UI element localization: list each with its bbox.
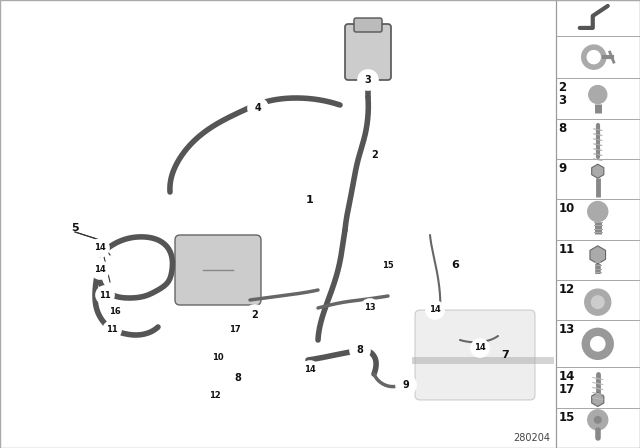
Circle shape bbox=[426, 301, 444, 319]
Text: 14: 14 bbox=[474, 344, 486, 353]
Text: 13: 13 bbox=[364, 303, 376, 313]
Polygon shape bbox=[592, 164, 604, 178]
Circle shape bbox=[588, 202, 608, 221]
Text: 1: 1 bbox=[306, 195, 314, 205]
Text: 9: 9 bbox=[559, 162, 567, 175]
Text: 6: 6 bbox=[451, 260, 459, 270]
Circle shape bbox=[103, 321, 121, 339]
Text: 280204: 280204 bbox=[513, 433, 550, 443]
Text: 10: 10 bbox=[559, 202, 575, 215]
Circle shape bbox=[589, 86, 607, 103]
Text: 11: 11 bbox=[99, 290, 111, 300]
Text: 4: 4 bbox=[255, 103, 261, 113]
Circle shape bbox=[585, 289, 611, 315]
Text: 10: 10 bbox=[212, 353, 224, 362]
Text: 12: 12 bbox=[559, 283, 575, 296]
Circle shape bbox=[91, 261, 109, 279]
Circle shape bbox=[228, 368, 248, 388]
Text: 2: 2 bbox=[372, 150, 378, 160]
FancyBboxPatch shape bbox=[354, 18, 382, 32]
Circle shape bbox=[396, 375, 416, 395]
Text: 3: 3 bbox=[365, 75, 371, 85]
Circle shape bbox=[301, 361, 319, 379]
Text: 14: 14 bbox=[559, 370, 575, 383]
Text: 8: 8 bbox=[559, 122, 567, 135]
Circle shape bbox=[471, 339, 489, 357]
Circle shape bbox=[361, 299, 379, 317]
Circle shape bbox=[226, 321, 244, 339]
Text: 14: 14 bbox=[304, 366, 316, 375]
Circle shape bbox=[96, 286, 114, 304]
Text: 13: 13 bbox=[559, 323, 575, 336]
Text: 17: 17 bbox=[229, 326, 241, 335]
Polygon shape bbox=[590, 246, 605, 264]
Text: 5: 5 bbox=[71, 223, 79, 233]
Circle shape bbox=[106, 303, 124, 321]
Circle shape bbox=[591, 295, 605, 309]
FancyBboxPatch shape bbox=[415, 310, 535, 400]
Circle shape bbox=[379, 256, 397, 274]
Text: 11: 11 bbox=[106, 326, 118, 335]
Circle shape bbox=[209, 349, 227, 367]
Circle shape bbox=[350, 340, 370, 360]
Text: 15: 15 bbox=[559, 411, 575, 424]
Circle shape bbox=[91, 239, 109, 257]
Text: 12: 12 bbox=[209, 391, 221, 400]
Text: 9: 9 bbox=[403, 380, 410, 390]
Text: 17: 17 bbox=[559, 383, 575, 396]
Polygon shape bbox=[592, 392, 604, 406]
Text: 14: 14 bbox=[94, 266, 106, 275]
Text: 7: 7 bbox=[501, 350, 509, 360]
FancyBboxPatch shape bbox=[345, 24, 391, 80]
Bar bbox=[556, 0, 640, 448]
Circle shape bbox=[358, 70, 378, 90]
Text: 14: 14 bbox=[429, 306, 441, 314]
Text: 15: 15 bbox=[382, 260, 394, 270]
Text: 3: 3 bbox=[559, 95, 566, 108]
Text: 8: 8 bbox=[356, 345, 364, 355]
Text: 11: 11 bbox=[559, 243, 575, 256]
Circle shape bbox=[245, 305, 265, 325]
Text: 2: 2 bbox=[559, 82, 566, 95]
FancyBboxPatch shape bbox=[175, 235, 261, 305]
Circle shape bbox=[206, 386, 224, 404]
Circle shape bbox=[365, 145, 385, 165]
Circle shape bbox=[588, 410, 608, 430]
Text: 14: 14 bbox=[94, 244, 106, 253]
Text: 8: 8 bbox=[235, 373, 241, 383]
Text: 2: 2 bbox=[252, 310, 259, 320]
Circle shape bbox=[248, 98, 268, 118]
Circle shape bbox=[594, 416, 602, 424]
Text: 16: 16 bbox=[109, 307, 121, 316]
